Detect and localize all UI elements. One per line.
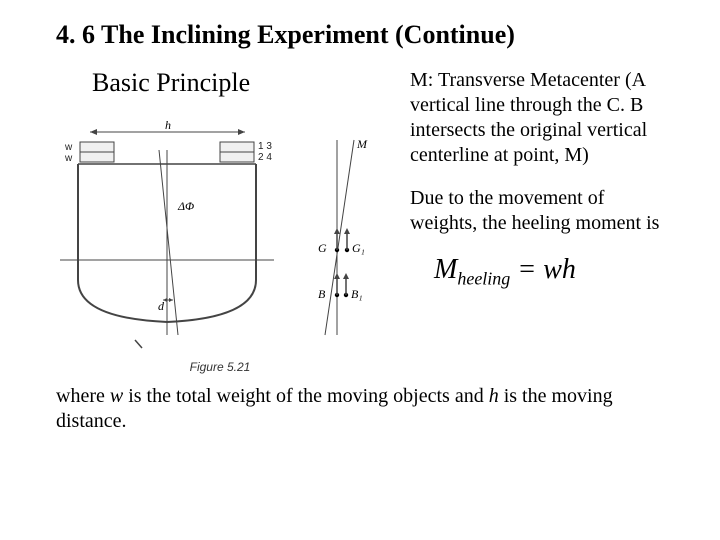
content-row: Basic Principle h w w — [50, 68, 670, 380]
inclining-diagram: h w w 1 3 2 4 — [50, 110, 390, 380]
page-title: 4. 6 The Inclining Experiment (Continue) — [50, 20, 670, 50]
heeling-intro: Due to the movement of weights, the heel… — [410, 186, 670, 236]
eq-rhs: = wh — [517, 254, 576, 285]
eq-lhs-sub: heeling — [457, 269, 510, 289]
figure-caption: Figure 5.21 — [50, 360, 390, 374]
heeling-equation: Mheeling = wh — [434, 254, 670, 290]
right-column: M: Transverse Metacenter (A vertical lin… — [410, 68, 670, 380]
svg-text:ΔΦ: ΔΦ — [177, 199, 194, 213]
svg-text:G₁: G₁ — [352, 241, 365, 255]
footer-w: w — [110, 385, 123, 407]
metacenter-definition: M: Transverse Metacenter (A vertical lin… — [410, 68, 670, 168]
svg-text:w: w — [64, 142, 73, 153]
left-column: Basic Principle h w w — [50, 68, 400, 380]
svg-text:M: M — [356, 137, 368, 151]
footer-text: where w is the total weight of the movin… — [50, 384, 670, 434]
footer-seg-c: is the total weight of the moving object… — [123, 385, 489, 407]
footer-h: h — [489, 385, 499, 407]
svg-text:B₁: B₁ — [351, 287, 363, 301]
svg-text:G: G — [318, 241, 327, 255]
footer-seg-a: where — [56, 385, 110, 407]
svg-text:B: B — [318, 287, 326, 301]
svg-text:1 3: 1 3 — [258, 141, 272, 152]
subtitle: Basic Principle — [92, 68, 400, 98]
eq-lhs-main: M — [434, 254, 457, 285]
svg-text:w: w — [64, 153, 73, 164]
svg-text:d: d — [158, 299, 165, 313]
svg-text:h: h — [165, 118, 171, 132]
svg-text:2 4: 2 4 — [258, 152, 272, 163]
